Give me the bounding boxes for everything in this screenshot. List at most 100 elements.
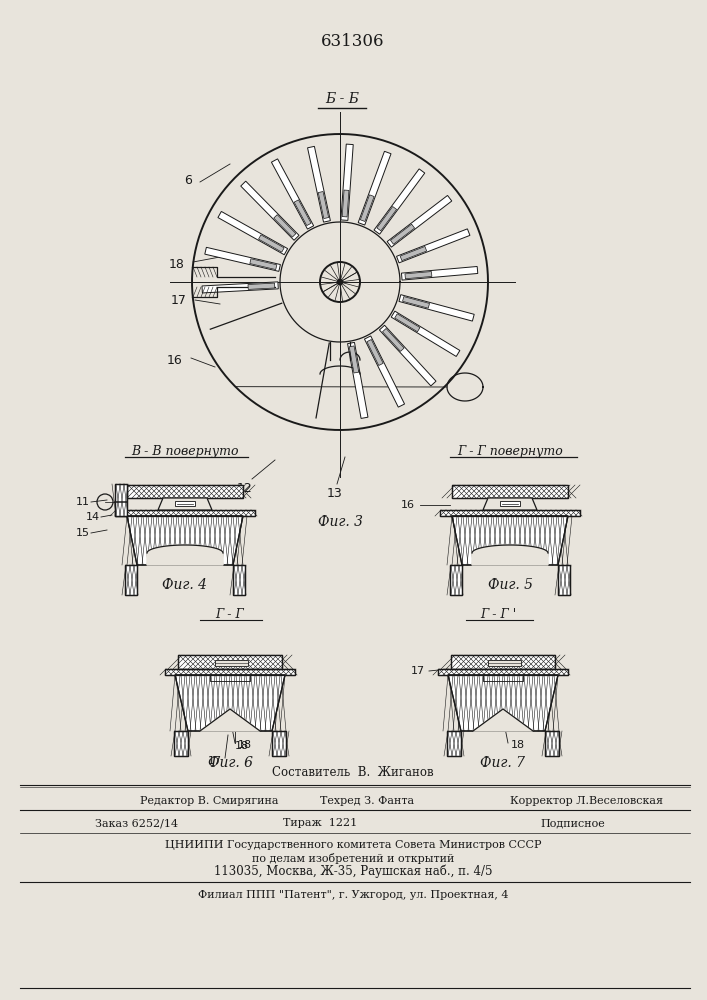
Polygon shape: [545, 731, 559, 756]
Polygon shape: [174, 731, 188, 756]
Text: 14: 14: [86, 512, 100, 522]
Text: Фиг. 3: Фиг. 3: [317, 515, 363, 529]
Text: 11: 11: [76, 497, 90, 507]
Polygon shape: [402, 266, 478, 280]
Text: 17: 17: [411, 666, 425, 676]
Polygon shape: [210, 675, 250, 681]
Polygon shape: [115, 510, 255, 516]
Text: 6: 6: [184, 174, 192, 186]
Text: 12: 12: [237, 482, 253, 495]
Bar: [175, 501, 195, 506]
Text: В - В повернуто: В - В повернуто: [132, 446, 239, 458]
Polygon shape: [241, 181, 299, 240]
Polygon shape: [483, 498, 537, 510]
Polygon shape: [483, 675, 523, 681]
Polygon shape: [447, 731, 461, 756]
Polygon shape: [382, 328, 404, 351]
Polygon shape: [202, 282, 279, 293]
Polygon shape: [308, 146, 330, 222]
Polygon shape: [377, 207, 397, 231]
Text: Заказ 6252/14: Заказ 6252/14: [95, 818, 178, 828]
Text: 17: 17: [171, 294, 187, 306]
Polygon shape: [127, 516, 243, 565]
Polygon shape: [450, 565, 462, 595]
Polygon shape: [438, 669, 568, 675]
Text: Редактор В. Смирягина: Редактор В. Смирягина: [140, 796, 279, 806]
Polygon shape: [115, 484, 127, 516]
Text: 13: 13: [327, 487, 343, 500]
Polygon shape: [349, 346, 358, 373]
Polygon shape: [374, 169, 425, 234]
Text: Техред З. Фанта: Техред З. Фанта: [320, 796, 414, 806]
Polygon shape: [399, 295, 474, 321]
Polygon shape: [341, 144, 354, 220]
Polygon shape: [405, 272, 432, 279]
Polygon shape: [294, 200, 311, 226]
Polygon shape: [387, 195, 452, 247]
Polygon shape: [178, 655, 282, 669]
Polygon shape: [271, 159, 314, 229]
Polygon shape: [274, 215, 296, 237]
Polygon shape: [165, 669, 295, 675]
Polygon shape: [205, 247, 281, 271]
Bar: [215, 660, 248, 666]
Text: Г - Г: Г - Г: [216, 608, 245, 621]
Polygon shape: [125, 565, 137, 595]
Bar: [488, 660, 521, 666]
Polygon shape: [451, 655, 555, 669]
Text: 18: 18: [169, 257, 185, 270]
Polygon shape: [272, 731, 286, 756]
Polygon shape: [395, 314, 420, 332]
Polygon shape: [452, 516, 568, 565]
Text: по делам изобретений и открытий: по делам изобретений и открытий: [252, 852, 454, 863]
Text: Подписное: Подписное: [540, 818, 604, 828]
Polygon shape: [367, 339, 383, 365]
Polygon shape: [348, 342, 368, 418]
Text: 113035, Москва, Ж-35, Раушская наб., п. 4/5: 113035, Москва, Ж-35, Раушская наб., п. …: [214, 864, 492, 878]
Polygon shape: [472, 545, 548, 565]
Polygon shape: [250, 259, 277, 270]
Polygon shape: [558, 565, 570, 595]
Text: 17: 17: [208, 756, 222, 766]
Text: 16: 16: [401, 500, 415, 510]
Polygon shape: [175, 675, 285, 731]
Text: Тираж  1221: Тираж 1221: [283, 818, 357, 828]
Polygon shape: [342, 190, 349, 217]
Circle shape: [337, 279, 343, 285]
Text: Г - Г ': Г - Г ': [480, 608, 516, 621]
Polygon shape: [390, 224, 414, 244]
Polygon shape: [440, 510, 580, 516]
Polygon shape: [380, 325, 436, 386]
Bar: [500, 501, 520, 506]
Text: Составитель  В.  Жиганов: Составитель В. Жиганов: [272, 766, 434, 780]
Polygon shape: [218, 211, 288, 255]
Polygon shape: [158, 498, 212, 510]
Polygon shape: [402, 297, 430, 308]
Polygon shape: [473, 709, 533, 731]
Text: 18: 18: [235, 741, 249, 751]
Text: Фиг. 6: Фиг. 6: [207, 756, 252, 770]
Text: Корректор Л.Веселовская: Корректор Л.Веселовская: [510, 796, 663, 806]
Polygon shape: [400, 246, 427, 261]
Polygon shape: [127, 485, 243, 498]
Text: Фиг. 4: Фиг. 4: [163, 578, 207, 592]
Text: Филиал ППП "Патент", г. Ужгород, ул. Проектная, 4: Филиал ППП "Патент", г. Ужгород, ул. Про…: [198, 890, 508, 900]
Text: Г - Г повернуто: Г - Г повернуто: [457, 446, 563, 458]
Text: 631306: 631306: [321, 33, 385, 50]
Text: Б - Б: Б - Б: [325, 92, 359, 106]
Polygon shape: [259, 235, 284, 252]
Text: 18: 18: [511, 740, 525, 750]
Polygon shape: [248, 283, 275, 289]
Polygon shape: [365, 336, 404, 407]
Polygon shape: [452, 485, 568, 498]
Polygon shape: [200, 709, 260, 731]
Polygon shape: [233, 565, 245, 595]
Polygon shape: [397, 229, 470, 263]
Polygon shape: [361, 195, 374, 221]
Text: 18: 18: [238, 740, 252, 750]
Polygon shape: [147, 545, 223, 565]
Text: ЦНИИПИ Государственного комитета Совета Министров СССР: ЦНИИПИ Государственного комитета Совета …: [165, 840, 542, 850]
Text: 16: 16: [166, 354, 182, 366]
Text: Фиг. 7: Фиг. 7: [481, 756, 525, 770]
Text: Фиг. 5: Фиг. 5: [488, 578, 532, 592]
